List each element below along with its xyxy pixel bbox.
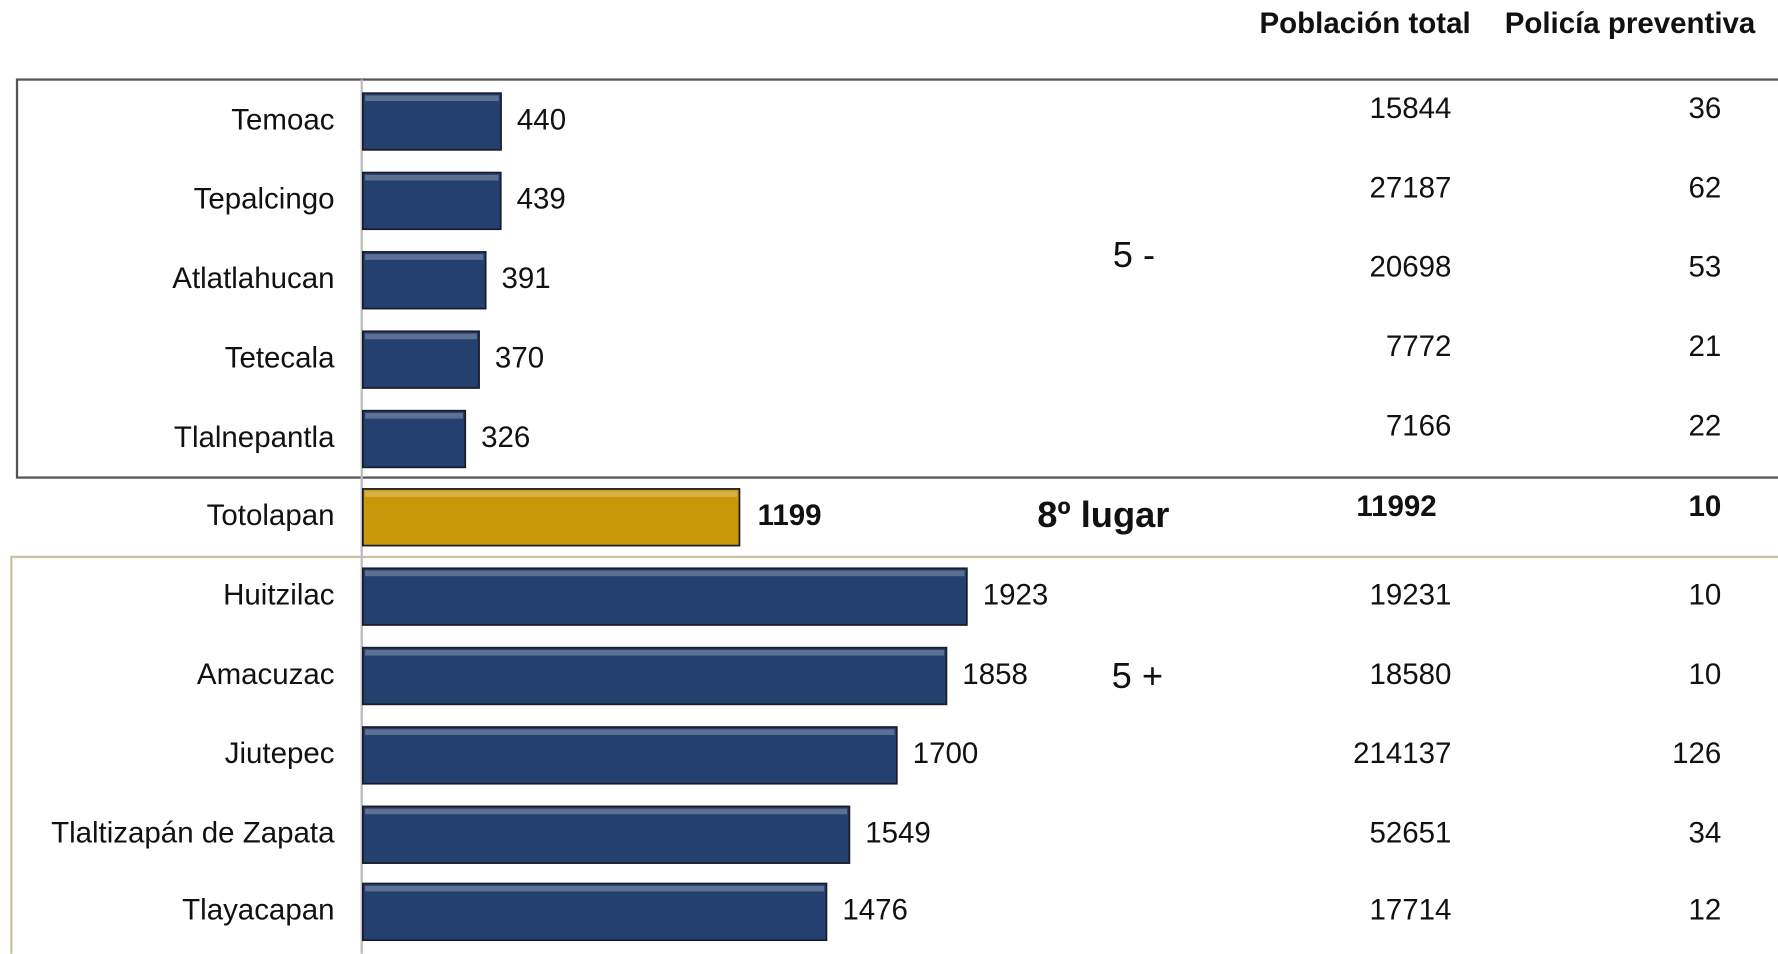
group-box-low: [15, 78, 1778, 479]
bar: [362, 251, 487, 310]
bar-shine: [365, 412, 463, 419]
value-label: 1199: [758, 499, 822, 532]
table-cell: 27187: [1369, 171, 1451, 204]
category-label: Amacuzac: [197, 658, 335, 691]
value-label: 1923: [983, 578, 1049, 611]
table-cell: 52651: [1369, 817, 1451, 850]
bar-shine: [365, 729, 895, 735]
table-cell: 62: [1689, 171, 1722, 204]
table-cell: 22: [1689, 409, 1722, 442]
bar-shine: [365, 95, 499, 102]
table-cell: 7772: [1386, 330, 1452, 363]
value-label: 370: [495, 341, 544, 374]
bar: [362, 805, 851, 864]
table-cell: 10: [1689, 578, 1722, 611]
table-cell: 36: [1689, 92, 1722, 125]
category-label: Tlayacapan: [182, 894, 334, 927]
table-cell: 18580: [1369, 658, 1451, 691]
group-box-high: [10, 555, 1778, 954]
table-cell: 17714: [1369, 894, 1451, 927]
value-label: 1476: [842, 894, 908, 927]
table-cell: 20698: [1369, 251, 1451, 284]
bar-shine: [365, 808, 848, 815]
value-label: 326: [481, 421, 530, 454]
bar: [362, 409, 467, 469]
category-label: Totolapan: [207, 499, 335, 532]
category-label: Tlalnepantla: [174, 421, 335, 454]
table-cell: 10: [1689, 658, 1722, 691]
table-cell: 53: [1689, 251, 1722, 284]
bar-shine: [365, 254, 484, 260]
bar: [362, 330, 480, 389]
table-cell: 11992: [1356, 490, 1436, 523]
category-label: Atlatlahucan: [172, 262, 334, 295]
category-label: Tepalcingo: [194, 183, 335, 216]
value-label: 439: [517, 183, 566, 216]
group-label: 8º lugar: [1037, 494, 1169, 535]
table-cell: 15844: [1369, 92, 1451, 125]
bar: [362, 726, 898, 785]
category-label: Temoac: [231, 103, 334, 136]
category-label: Tetecala: [225, 341, 335, 374]
bar-shine: [365, 333, 477, 340]
column-header: Policía preventiva: [1505, 7, 1756, 40]
table-cell: 21: [1689, 330, 1722, 363]
bar-shine: [365, 570, 965, 577]
value-label: 391: [502, 262, 551, 295]
bar: [362, 567, 968, 626]
table-cell: 34: [1689, 817, 1722, 850]
group-label: 5 -: [1113, 234, 1155, 275]
bar: [362, 92, 502, 151]
group-label: 5 +: [1112, 655, 1163, 696]
bar: [362, 488, 741, 547]
bar: [362, 882, 828, 942]
table-cell: 214137: [1353, 737, 1451, 770]
bar-shine: [365, 491, 738, 497]
table-cell: 10: [1689, 490, 1722, 523]
bar-shine: [365, 174, 499, 181]
table-cell: 19231: [1369, 578, 1451, 611]
value-label: 1700: [913, 737, 979, 770]
table-cell: 126: [1672, 737, 1721, 770]
category-label: Tlaltizapán de Zapata: [51, 817, 335, 850]
bar-shine: [365, 885, 825, 892]
bar: [362, 171, 502, 231]
table-cell: 12: [1689, 894, 1722, 927]
category-label: Huitzilac: [223, 578, 334, 611]
bar: [362, 646, 948, 706]
column-header: Población total: [1260, 7, 1471, 40]
value-label: 1549: [865, 817, 931, 850]
bar-shine: [365, 649, 945, 656]
value-label: 1858: [962, 658, 1028, 691]
value-label: 440: [517, 103, 566, 136]
category-label: Jiutepec: [225, 737, 335, 770]
table-cell: 7166: [1386, 409, 1452, 442]
